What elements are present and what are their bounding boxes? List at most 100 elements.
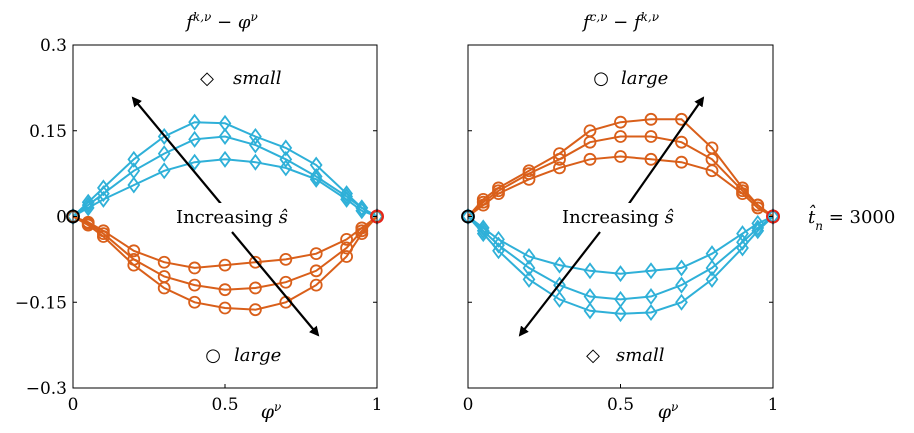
data-point-0-2-9 — [309, 170, 323, 188]
data-point-0-2-8 — [279, 159, 293, 177]
left-legend-bottom-marker: ○ — [205, 345, 221, 366]
data-point-1-5-4 — [553, 290, 566, 308]
data-point-0-2-1 — [81, 199, 95, 217]
left-panel: fk,ν − φν 0.30.150−0.15−0.3 0 0.5 1 ◇ smal… — [15, 10, 384, 423]
left-legend-bottom-text: large — [234, 345, 281, 366]
data-point-0-1-1 — [81, 196, 95, 214]
data-point-1-5-10 — [736, 239, 749, 257]
data-point-0-1-7 — [249, 136, 262, 154]
data-point-1-1-6 — [614, 130, 627, 143]
data-point-0-0-8 — [279, 139, 293, 157]
data-point-1-3-3 — [522, 248, 536, 266]
data-point-1-2-10 — [736, 187, 749, 201]
data-point-1-5-1 — [476, 225, 490, 243]
data-point-0-0-7 — [249, 127, 262, 145]
data-point-1-3-5 — [583, 262, 597, 280]
right-legend-top-text: large — [621, 68, 668, 89]
x-tick-label-0-0: 0 — [68, 395, 79, 415]
data-point-0-4-8 — [279, 275, 293, 289]
data-point-1-5-2 — [492, 242, 505, 260]
data-point-1-2-11 — [751, 201, 765, 215]
data-point-0-2-5 — [188, 153, 201, 171]
data-point-0-0-1 — [81, 193, 95, 211]
left-xlabel: φν — [261, 400, 282, 423]
left-series-group — [66, 113, 384, 317]
right-annotation-bg — [557, 203, 681, 231]
left-x-ticks: 0 0.5 1 — [68, 384, 382, 415]
left-title: fk,ν − φν — [184, 10, 258, 33]
data-point-0-3-8 — [279, 252, 293, 266]
data-point-0-2-4 — [157, 162, 171, 180]
y-tick-label-0-2: 0 — [56, 208, 67, 228]
data-point-0-2-7 — [249, 153, 262, 171]
data-point-0-5-1 — [81, 218, 95, 232]
right-legend-bottom-text: small — [616, 345, 665, 366]
data-point-1-5-6 — [614, 305, 627, 323]
y-tick-label-0-4: −0.3 — [26, 379, 67, 399]
data-point-1-1-8 — [675, 135, 688, 149]
data-point-0-1-11 — [355, 199, 369, 217]
left-annotation-bg — [171, 203, 295, 231]
data-point-1-0-7 — [644, 112, 658, 126]
series-line-0-2 — [72, 158, 378, 218]
data-point-0-5-4 — [157, 281, 171, 295]
data-point-1-4-7 — [644, 288, 658, 306]
data-point-0-1-5 — [188, 130, 201, 148]
data-point-1-3-2 — [492, 230, 505, 248]
data-point-1-5-11 — [751, 222, 765, 240]
left-annotation-symbol: ŝ — [279, 207, 288, 228]
data-point-0-5-11 — [355, 227, 369, 241]
series-line-1-2 — [467, 155, 774, 218]
right-x-ticks: 0 0.5 1 — [463, 384, 779, 415]
data-point-0-4-9 — [309, 264, 323, 278]
data-point-0-4-6 — [218, 283, 232, 297]
y-tick-label-0-0: 0.3 — [40, 36, 67, 56]
data-point-0-2-11 — [355, 202, 369, 220]
right-side-label: t̂n = 3000 — [808, 203, 895, 233]
data-point-0-4-5 — [188, 278, 202, 292]
data-point-1-2-4 — [553, 161, 566, 175]
x-tick-label-1-2: 1 — [768, 395, 779, 415]
left-legend-top-marker: ◇ — [200, 68, 214, 89]
right-title: fc,ν − fk,ν — [581, 10, 659, 33]
left-annotation: Increasing ŝ — [176, 207, 288, 228]
data-point-1-2-6 — [614, 150, 627, 163]
data-point-0-2-10 — [340, 190, 353, 208]
data-point-0-3-4 — [157, 255, 171, 269]
data-point-1-1-7 — [644, 130, 658, 143]
left-annotation-text: Increasing — [176, 207, 273, 228]
data-point-0-1-8 — [279, 150, 293, 168]
right-annotation-symbol: ŝ — [665, 207, 674, 228]
data-point-0-1-4 — [157, 145, 171, 163]
data-point-0-5-2 — [97, 230, 110, 243]
data-point-0-3-3 — [127, 244, 141, 258]
data-point-0-0-3 — [127, 150, 141, 168]
left-y-ticks: 0.3 0.15 0 −0.15 −0.3 — [15, 36, 377, 399]
data-point-0-5-9 — [309, 278, 323, 292]
y-tick-label-0-1: 0.15 — [29, 122, 67, 142]
right-legend-bottom-marker: ◇ — [586, 345, 600, 366]
series-line-1-1 — [467, 135, 774, 218]
left-legend-top-text: small — [233, 68, 282, 89]
right-annotation: Increasing ŝ — [562, 207, 674, 228]
data-point-0-5-7 — [248, 303, 262, 317]
data-point-1-3-4 — [553, 256, 566, 274]
data-point-0-5-5 — [188, 295, 202, 309]
data-point-0-1-2 — [97, 185, 110, 203]
data-point-0-4-7 — [248, 281, 262, 295]
right-xlabel: φν — [658, 400, 679, 423]
data-point-0-0-5 — [188, 113, 201, 131]
data-point-1-2-7 — [644, 152, 658, 166]
data-point-0-3-7 — [248, 255, 262, 269]
data-point-0-3-9 — [309, 247, 323, 261]
data-point-0-3-6 — [218, 258, 232, 272]
right-arrow-up — [627, 96, 705, 206]
data-point-0-5-6 — [218, 301, 232, 315]
data-point-0-5-10 — [340, 250, 354, 263]
data-point-1-4-8 — [675, 276, 688, 294]
data-point-1-1-5 — [583, 135, 597, 149]
data-point-1-1-4 — [553, 152, 566, 166]
data-point-1-5-3 — [522, 270, 536, 288]
data-point-1-2-2 — [492, 187, 505, 201]
